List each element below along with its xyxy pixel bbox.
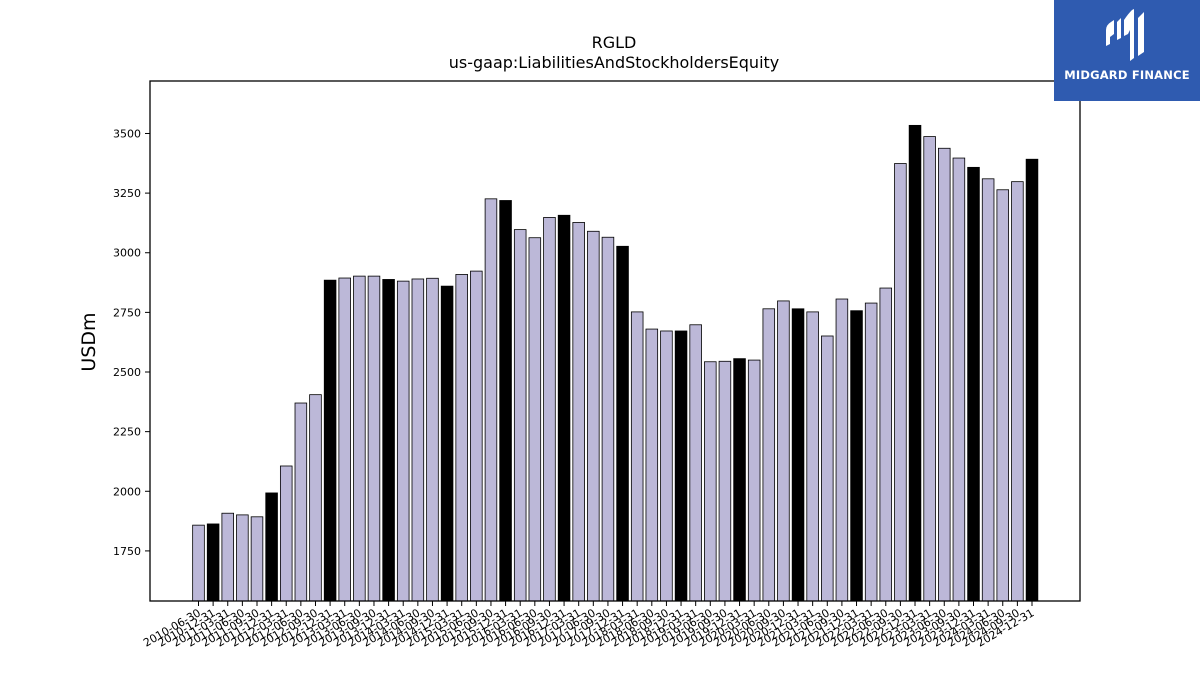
y-tick-label: 3500	[113, 127, 141, 140]
chart-subtitle: us-gaap:LiabilitiesAndStockholdersEquity	[449, 53, 780, 72]
bar-2022-12-31	[908, 124, 922, 602]
bar-2017-12-31	[616, 245, 629, 602]
bar-2016-09-30	[543, 217, 556, 602]
midgard-finance-logo: MIDGARD FINANCE	[1054, 0, 1200, 101]
y-tick-label: 1750	[113, 545, 141, 558]
bar-2023-06-30	[938, 147, 951, 602]
bar-2012-09-30	[309, 394, 322, 602]
bars-group	[192, 124, 1039, 602]
bar-2021-09-30	[835, 298, 849, 602]
y-axis-label: USDm	[78, 312, 100, 371]
bar-2018-06-30	[645, 328, 659, 602]
bar-2013-12-31	[382, 279, 395, 602]
bar-2011-03-31	[221, 512, 234, 602]
bar-2011-09-30	[250, 516, 264, 602]
bar-2015-06-30	[470, 270, 483, 602]
bar-2014-09-30	[426, 277, 439, 602]
bar-2011-06-30	[236, 514, 249, 602]
bar-2022-06-30	[879, 287, 893, 602]
midgard-logo-icon	[1106, 9, 1144, 61]
bar-2013-06-30	[353, 275, 366, 602]
y-tick-label: 3000	[113, 247, 141, 260]
plot-frame	[149, 80, 1081, 602]
bar-2019-03-31	[689, 324, 702, 602]
y-tick-label: 2000	[113, 485, 141, 498]
bar-2018-12-31	[674, 330, 688, 602]
x-axis: 2010-06-302010-12-312011-03-312011-06-30…	[141, 601, 1037, 650]
bar-2016-06-30	[528, 237, 542, 602]
bar-2011-12-31	[265, 492, 278, 602]
bar-2023-12-31	[967, 166, 980, 602]
bar-2019-09-30	[718, 360, 732, 602]
bar-2018-03-31	[630, 311, 644, 602]
bar-2012-06-30	[294, 402, 308, 602]
bar-2012-03-31	[279, 465, 293, 602]
bar-2014-12-31	[440, 285, 454, 602]
bar-2016-03-31	[513, 229, 527, 602]
y-tick-label: 2250	[113, 426, 141, 439]
bar-2013-03-31	[338, 277, 351, 602]
bar-2024-03-31	[981, 178, 995, 602]
bar-2014-03-31	[396, 280, 410, 602]
bar-2021-06-30	[821, 335, 834, 602]
bar-2017-03-31	[572, 222, 585, 602]
bar-2016-12-31	[557, 214, 571, 602]
bar-2014-06-30	[411, 278, 425, 602]
bar-2020-09-30	[777, 300, 790, 602]
y-axis: 1750 2000 2250 2500 2750 3000 3250 3500	[113, 127, 150, 558]
bar-2022-09-30	[894, 163, 907, 602]
y-tick-label: 2500	[113, 366, 141, 379]
bar-2015-09-30	[484, 198, 498, 602]
bar-2019-06-30	[704, 361, 717, 602]
y-tick-label: 3250	[113, 187, 141, 200]
bar-2012-12-31	[323, 279, 337, 602]
bar-2017-06-30	[587, 230, 600, 602]
bar-2013-09-30	[367, 275, 381, 602]
bar-2010-12-31	[206, 523, 220, 602]
bar-2018-09-30	[660, 330, 673, 602]
bar-2021-12-31	[850, 310, 863, 602]
chart-title: RGLD	[592, 33, 637, 52]
bar-2020-12-31	[791, 308, 805, 602]
bar-2019-12-31	[733, 358, 746, 602]
bar-2024-09-30	[1011, 181, 1024, 602]
bar-2010-06-30	[192, 524, 205, 602]
bar-2020-03-31	[747, 359, 761, 602]
bar-2023-09-30	[952, 157, 966, 602]
bar-2015-03-31	[455, 274, 468, 602]
bar-2022-03-31	[864, 302, 878, 602]
logo-text: MIDGARD FINANCE	[1064, 68, 1190, 82]
bar-2015-12-31	[499, 200, 512, 602]
bar-2024-06-30	[996, 189, 1010, 602]
bar-2023-03-31	[923, 136, 936, 602]
bar-2020-06-30	[762, 308, 776, 602]
bar-2017-09-30	[601, 236, 615, 602]
bar-2021-03-31	[806, 311, 819, 602]
bar-2024-12-31	[1025, 158, 1039, 602]
y-tick-label: 2750	[113, 306, 141, 319]
